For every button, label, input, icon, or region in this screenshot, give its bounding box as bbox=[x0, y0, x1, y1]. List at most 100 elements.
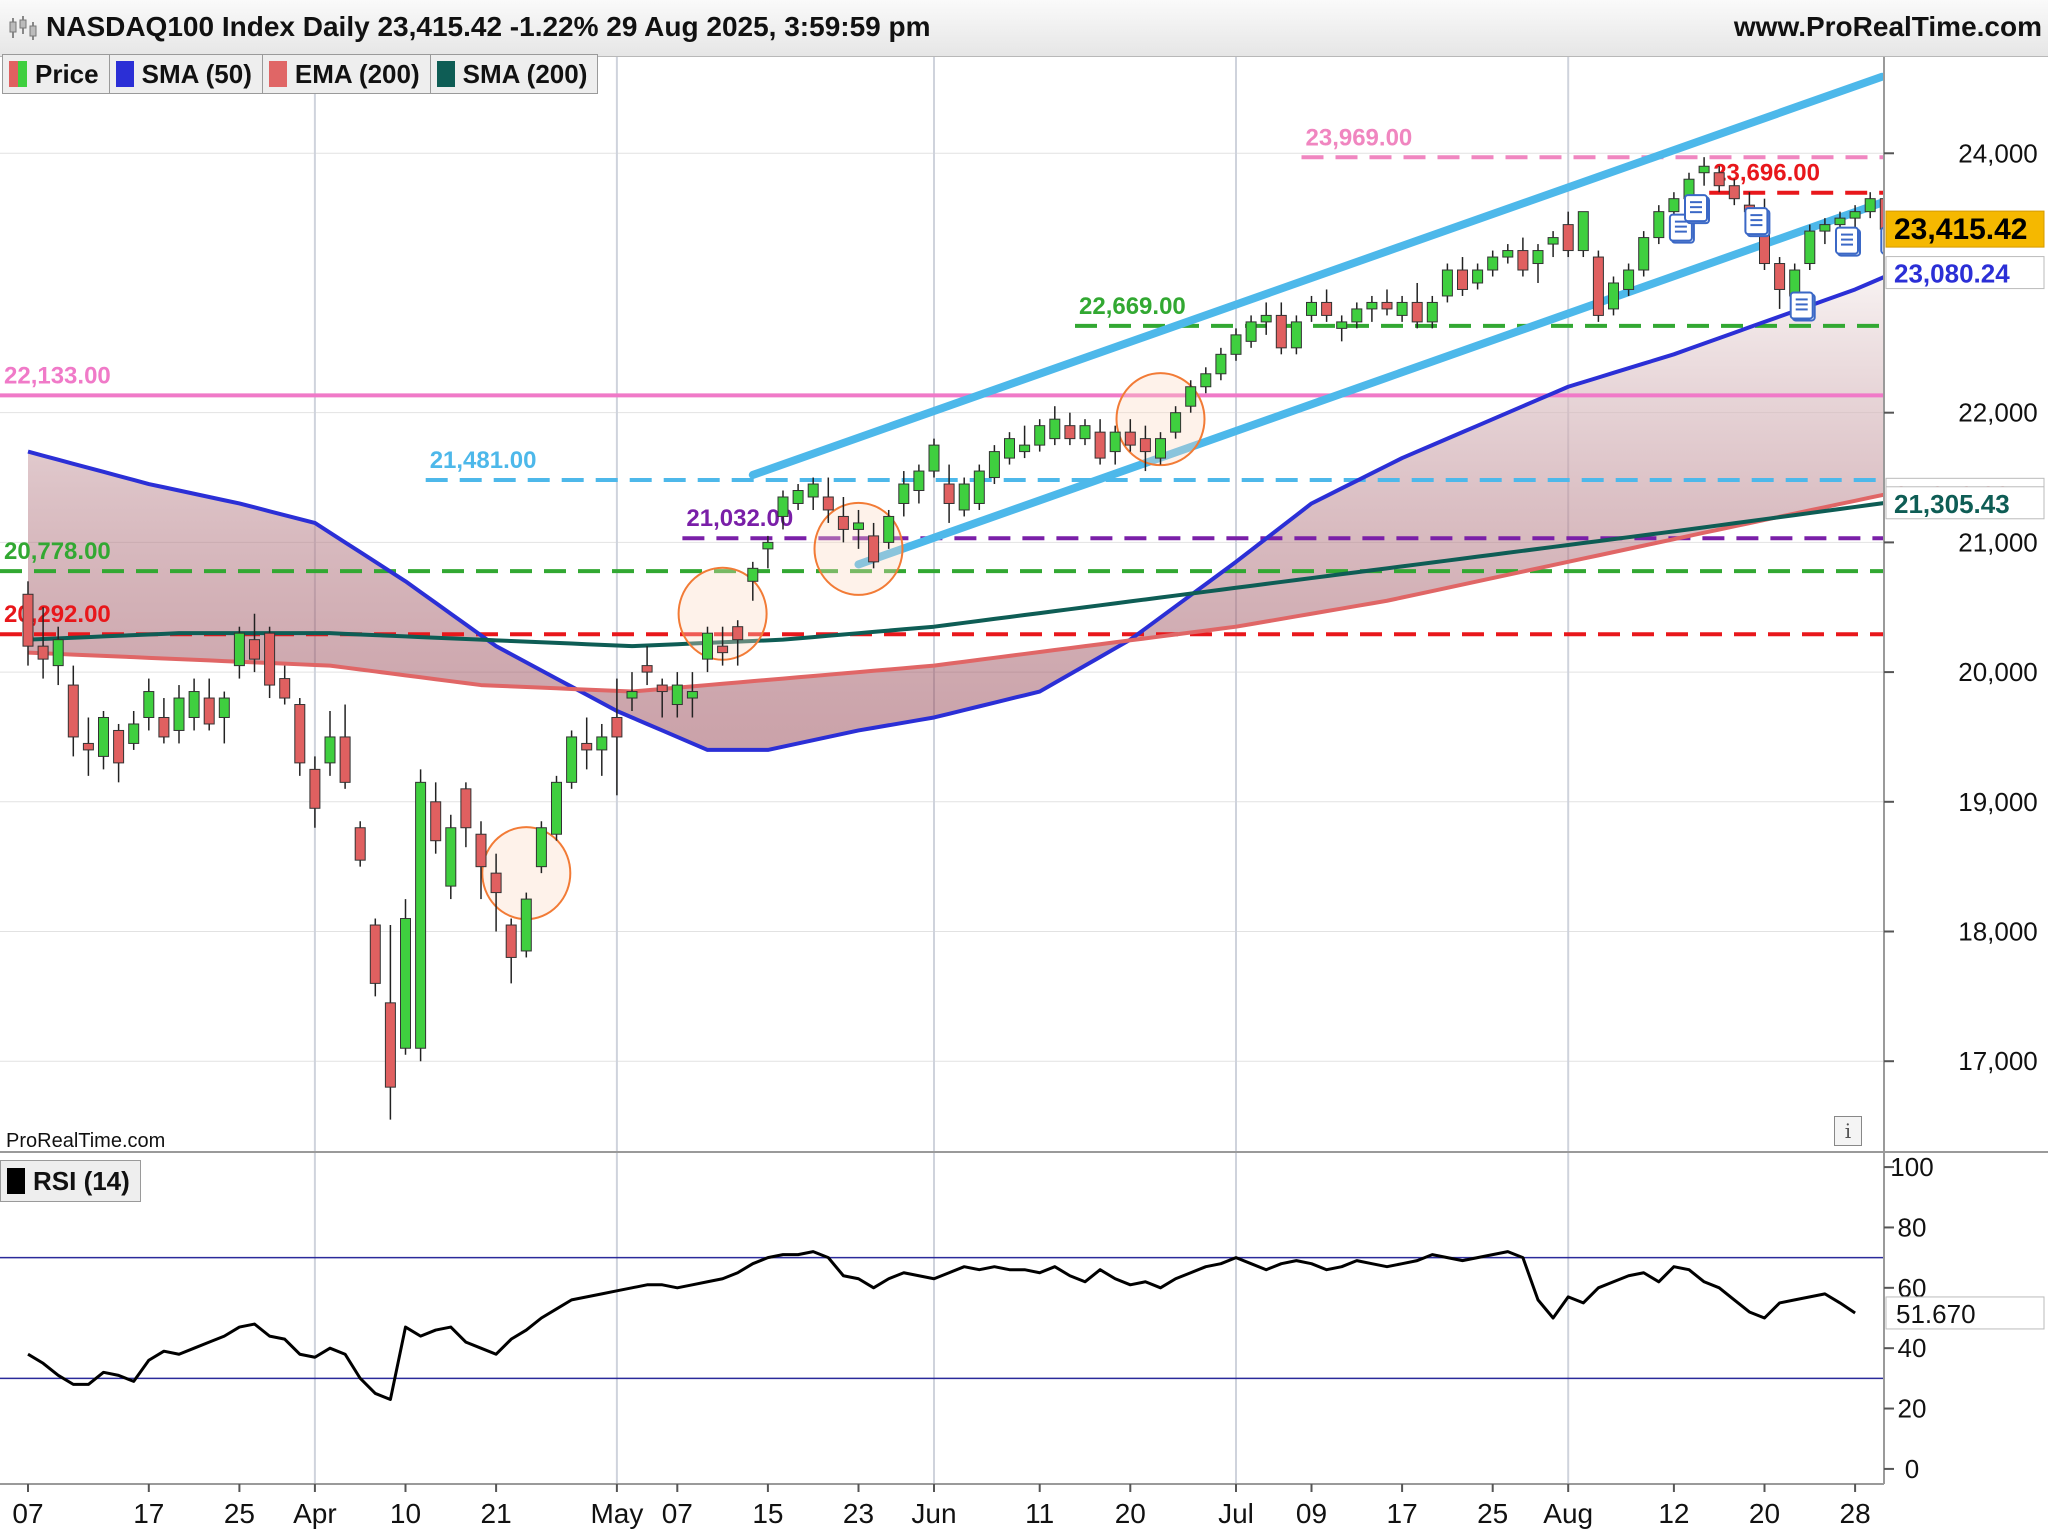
candle[interactable] bbox=[1351, 302, 1363, 329]
candle[interactable] bbox=[1245, 315, 1257, 348]
channel-upper-line[interactable] bbox=[748, 72, 1886, 479]
candle[interactable] bbox=[1260, 302, 1272, 335]
note-icon[interactable] bbox=[1835, 226, 1861, 257]
candle[interactable] bbox=[113, 723, 125, 783]
candle[interactable] bbox=[1185, 380, 1197, 413]
candle[interactable] bbox=[641, 646, 653, 686]
candle[interactable] bbox=[1623, 263, 1635, 296]
candle[interactable] bbox=[67, 665, 79, 757]
candle[interactable] bbox=[294, 698, 306, 776]
candle[interactable] bbox=[717, 626, 729, 666]
candle[interactable] bbox=[22, 581, 34, 666]
candle[interactable] bbox=[158, 698, 170, 744]
candle[interactable] bbox=[37, 607, 49, 679]
candle[interactable] bbox=[807, 477, 819, 510]
candle[interactable] bbox=[1457, 257, 1468, 296]
candle[interactable] bbox=[853, 509, 864, 549]
candle[interactable] bbox=[1290, 315, 1302, 355]
candle[interactable] bbox=[188, 678, 200, 731]
candle[interactable] bbox=[249, 613, 260, 673]
candle[interactable] bbox=[1819, 218, 1831, 245]
candle[interactable] bbox=[52, 626, 64, 686]
info-icon[interactable]: i bbox=[1834, 1116, 1862, 1146]
candle[interactable] bbox=[1562, 211, 1574, 258]
channel-lower-line[interactable] bbox=[854, 198, 1886, 569]
legend-item-sma50[interactable]: SMA (50) bbox=[110, 55, 263, 93]
candle[interactable] bbox=[686, 672, 698, 718]
candle[interactable] bbox=[656, 678, 668, 718]
candle[interactable] bbox=[1774, 257, 1786, 309]
candle[interactable] bbox=[264, 626, 276, 699]
candle[interactable] bbox=[1487, 250, 1499, 277]
legend-item-price[interactable]: Price bbox=[3, 55, 110, 93]
note-icon[interactable] bbox=[1744, 207, 1771, 238]
candle[interactable] bbox=[973, 464, 985, 510]
candle[interactable] bbox=[913, 464, 925, 504]
candle[interactable] bbox=[1275, 302, 1287, 355]
candle[interactable] bbox=[1004, 432, 1015, 465]
candle[interactable] bbox=[1366, 295, 1378, 322]
candle[interactable] bbox=[430, 782, 442, 854]
candle[interactable] bbox=[1170, 406, 1182, 439]
candle[interactable] bbox=[1864, 192, 1876, 219]
candle[interactable] bbox=[671, 672, 683, 718]
candle[interactable] bbox=[1124, 419, 1136, 452]
candle[interactable] bbox=[762, 535, 774, 569]
candle[interactable] bbox=[1139, 425, 1151, 472]
candle[interactable] bbox=[702, 626, 713, 673]
candle[interactable] bbox=[1336, 315, 1348, 342]
candle[interactable] bbox=[837, 496, 849, 543]
candle[interactable] bbox=[928, 438, 940, 478]
candle[interactable] bbox=[1381, 289, 1393, 316]
candle[interactable] bbox=[958, 477, 970, 517]
candle[interactable] bbox=[1728, 179, 1740, 206]
candle[interactable] bbox=[1034, 419, 1046, 452]
candle[interactable] bbox=[611, 678, 623, 796]
candle[interactable] bbox=[822, 477, 834, 523]
candle[interactable] bbox=[626, 672, 638, 712]
candle[interactable] bbox=[1200, 367, 1212, 394]
candle[interactable] bbox=[173, 685, 185, 744]
candle[interactable] bbox=[279, 665, 291, 705]
note-icon[interactable] bbox=[1684, 194, 1710, 225]
candle[interactable] bbox=[1592, 250, 1604, 322]
candle[interactable] bbox=[98, 711, 109, 770]
candle[interactable] bbox=[1109, 425, 1121, 465]
candle[interactable] bbox=[445, 814, 457, 900]
candle[interactable] bbox=[1502, 244, 1514, 264]
candle[interactable] bbox=[460, 782, 472, 848]
candle[interactable] bbox=[1426, 295, 1438, 329]
candle[interactable] bbox=[1155, 432, 1166, 465]
candle[interactable] bbox=[203, 678, 215, 731]
candle[interactable] bbox=[1230, 328, 1242, 361]
candle[interactable] bbox=[1079, 419, 1091, 446]
candle[interactable] bbox=[551, 775, 562, 841]
candle[interactable] bbox=[732, 620, 744, 666]
legend-item-rsi[interactable]: RSI (14) bbox=[1, 1161, 140, 1201]
candle[interactable] bbox=[898, 471, 910, 517]
candle[interactable] bbox=[475, 821, 487, 900]
candle[interactable] bbox=[943, 464, 955, 523]
candle[interactable] bbox=[1411, 282, 1423, 329]
candle[interactable] bbox=[505, 918, 517, 984]
candle[interactable] bbox=[868, 522, 880, 569]
candle[interactable] bbox=[535, 821, 547, 874]
site-url[interactable]: www.ProRealTime.com bbox=[1733, 11, 2042, 42]
candle[interactable] bbox=[566, 730, 578, 789]
candle[interactable] bbox=[384, 925, 396, 1120]
legend-item-ema200[interactable]: EMA (200) bbox=[263, 55, 431, 93]
candle[interactable] bbox=[1532, 244, 1544, 283]
candle[interactable] bbox=[1049, 406, 1061, 446]
candle[interactable] bbox=[1608, 276, 1619, 316]
candle[interactable] bbox=[490, 853, 502, 932]
candle[interactable] bbox=[1019, 425, 1031, 459]
candle[interactable] bbox=[218, 691, 230, 744]
candle[interactable] bbox=[128, 711, 140, 750]
candle[interactable] bbox=[883, 509, 895, 549]
candle[interactable] bbox=[988, 445, 1000, 485]
candle[interactable] bbox=[1064, 412, 1076, 446]
candle[interactable] bbox=[747, 561, 759, 601]
highlight-circle[interactable] bbox=[1115, 372, 1206, 467]
candle[interactable] bbox=[520, 892, 532, 958]
